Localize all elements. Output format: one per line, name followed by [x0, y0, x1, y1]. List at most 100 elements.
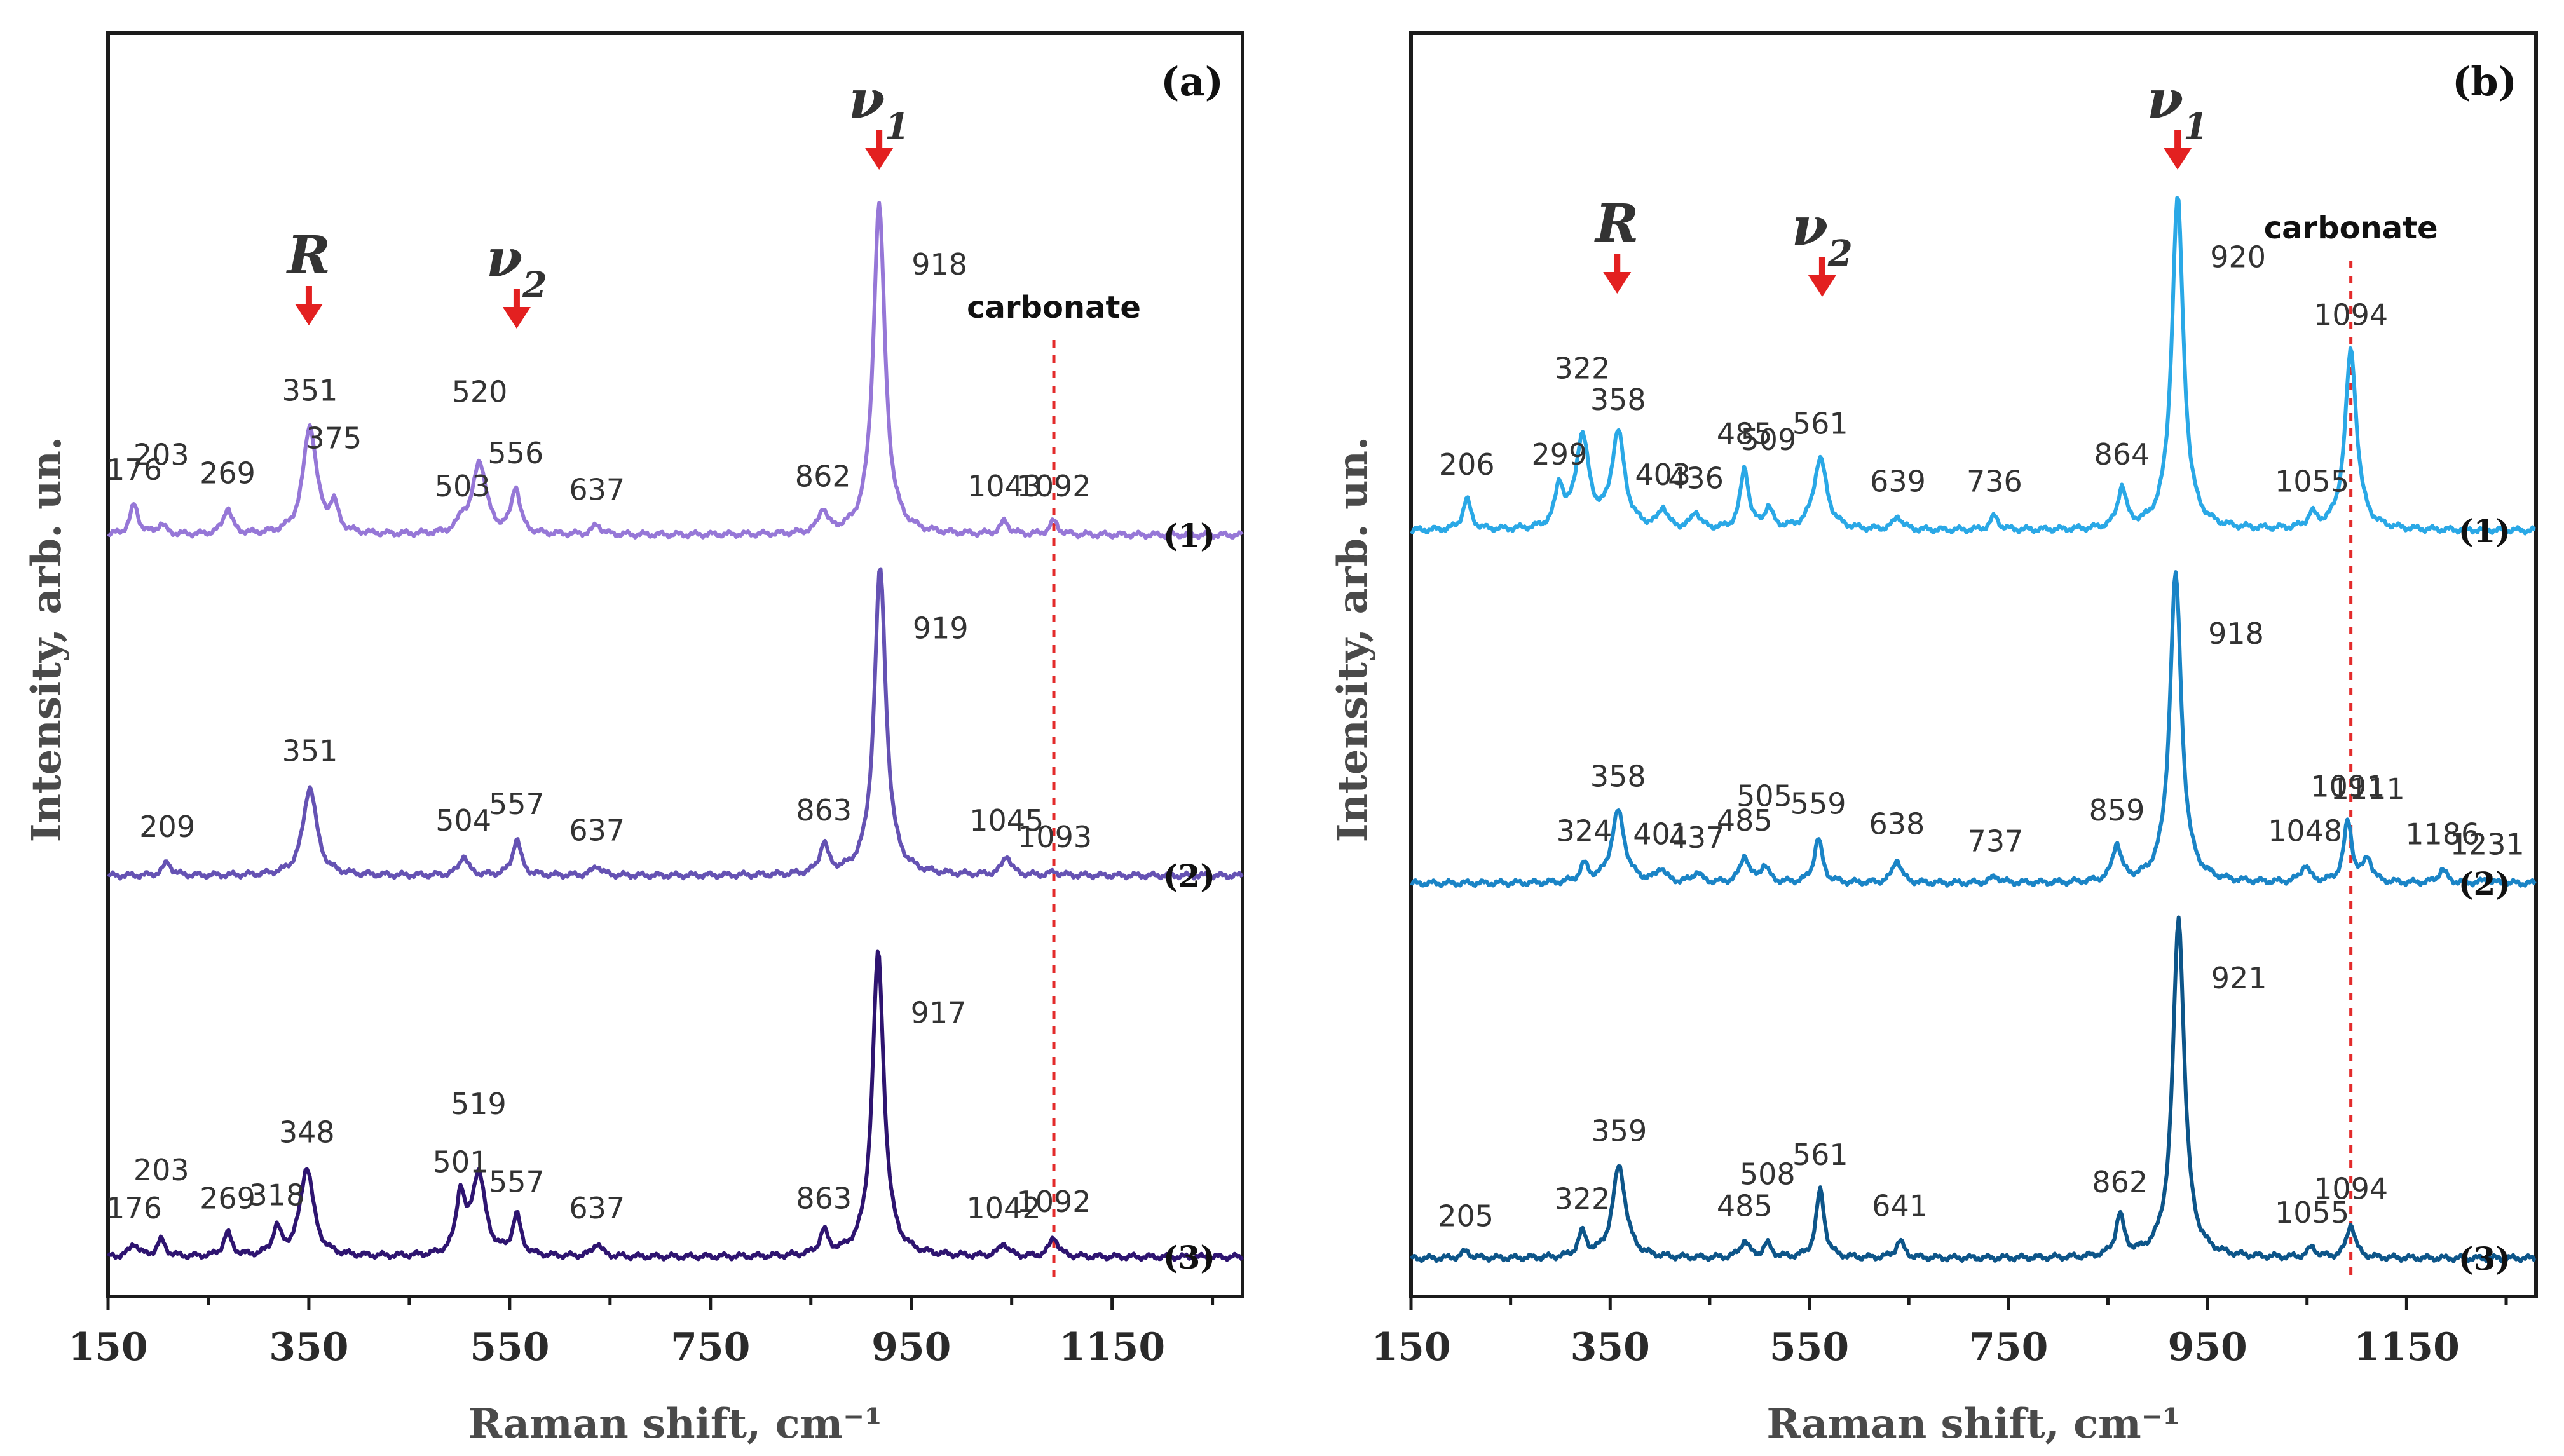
- carbonate-label: carbonate: [2264, 210, 2438, 246]
- carbonate-label: carbonate: [967, 290, 1141, 325]
- peak-label: 1042: [967, 1191, 1041, 1225]
- peak-label: 205: [1438, 1199, 1494, 1233]
- x-tick-label: 950: [871, 1325, 951, 1370]
- peak-label: 862: [2092, 1165, 2148, 1199]
- peak-label: 322: [1555, 351, 1611, 386]
- spectrum-tag: (2): [2458, 865, 2511, 902]
- peak-label: 203: [133, 1153, 189, 1187]
- peak-label: 348: [279, 1115, 335, 1150]
- peak-label: 1091: [2310, 770, 2385, 804]
- peak-label: 638: [1869, 807, 1925, 841]
- peak-label: 1055: [2275, 1195, 2349, 1230]
- x-axis-label: Raman shift, cm⁻¹: [468, 1400, 882, 1448]
- x-tick-label: 950: [2167, 1325, 2247, 1370]
- peak-label: 863: [796, 793, 852, 827]
- peak-label: 864: [2094, 437, 2150, 472]
- peak-label: 176: [106, 1191, 162, 1225]
- peak-label: 203: [133, 437, 189, 472]
- panel-b: 150 350 550 750 950 1150 Raman shift, cm⁻¹ Inte…: [1329, 31, 2538, 1448]
- peak-label: 437: [1669, 820, 1725, 855]
- spectrum-tag: (2): [1163, 857, 1215, 895]
- peak-label: 401: [1633, 817, 1689, 852]
- peak-label: 561: [1792, 407, 1848, 441]
- peak-label: 503: [435, 469, 491, 503]
- peak-label: 504: [435, 803, 491, 838]
- peak-label: 556: [488, 436, 543, 470]
- peak-label: 508: [1740, 1157, 1796, 1192]
- peak-label: 1094: [2314, 297, 2388, 332]
- peak-label: 176: [106, 452, 162, 487]
- peak-label: 639: [1870, 465, 1926, 499]
- peak-label: 299: [1531, 437, 1587, 472]
- x-tick-label: 150: [1371, 1325, 1450, 1370]
- peak-label: 917: [911, 996, 967, 1030]
- spectrum-tag: (1): [1163, 517, 1215, 554]
- red-arrow-shaft: [1818, 257, 1825, 276]
- peak-label: 918: [911, 247, 967, 282]
- red-arrow-head: [294, 304, 323, 325]
- spectrum-line-2: [1410, 570, 2537, 888]
- plot-frame: [106, 31, 1244, 1298]
- red-arrow-shaft: [513, 289, 520, 308]
- peak-label: 918: [2208, 616, 2264, 651]
- peak-label: 1092: [1016, 469, 1091, 503]
- peak-label: 1055: [2275, 465, 2349, 499]
- red-arrow-head: [502, 307, 531, 329]
- peak-label: 1094: [2314, 1172, 2388, 1206]
- peak-label: 637: [569, 813, 625, 847]
- peak-label: 637: [569, 1191, 625, 1225]
- red-arrow-shaft: [2174, 130, 2181, 149]
- peak-label: 737: [1968, 824, 2024, 858]
- red-arrow-shaft: [305, 286, 312, 305]
- peak-label: 501: [433, 1145, 489, 1179]
- red-arrow-shaft: [1614, 254, 1621, 273]
- panel-label: (a): [1161, 58, 1224, 105]
- peak-label: 322: [1555, 1182, 1611, 1216]
- peak-label: 403: [1635, 458, 1691, 492]
- peak-label: 637: [569, 472, 625, 507]
- peak-label: 1048: [2268, 813, 2342, 848]
- x-axis-label: Raman shift, cm⁻¹: [1766, 1400, 2180, 1448]
- peak-label: 485: [1717, 417, 1773, 451]
- panel-label: (b): [2452, 58, 2517, 105]
- peak-label: 269: [200, 1181, 256, 1216]
- peak-label: 1043: [967, 469, 1042, 503]
- x-tick-label: 350: [269, 1325, 348, 1370]
- red-arrow-head: [2164, 148, 2192, 170]
- peak-label: 1231: [2450, 827, 2525, 862]
- peak-label: 520: [452, 375, 508, 409]
- peak-label: 358: [1590, 759, 1646, 794]
- peak-label: 920: [2210, 240, 2266, 275]
- x-tick-label: 750: [1968, 1325, 2048, 1370]
- red-arrow-head: [1808, 275, 1836, 297]
- peak-label: 375: [306, 421, 362, 455]
- peak-label: 1093: [1018, 820, 1092, 854]
- x-tick-label: 750: [671, 1325, 750, 1370]
- peak-label: 1092: [1016, 1185, 1091, 1219]
- peak-label: 519: [451, 1087, 507, 1121]
- mode-label-R: R: [1594, 193, 1639, 254]
- peak-label: 206: [1439, 447, 1495, 482]
- x-tick-label: 550: [470, 1325, 549, 1370]
- peak-label: 485: [1717, 1188, 1773, 1223]
- peak-label: 557: [489, 787, 545, 821]
- spectrum-line-2: [107, 567, 1244, 881]
- red-arrow-shaft: [876, 130, 883, 149]
- peak-label: 209: [139, 810, 195, 844]
- peak-label: 359: [1591, 1114, 1647, 1148]
- peak-label: 269: [200, 456, 256, 490]
- y-axis-label: Intensity, arb. un.: [23, 437, 71, 843]
- peak-label: 1111: [2331, 772, 2405, 806]
- red-arrow-head: [1603, 272, 1632, 294]
- peak-label: 358: [1590, 383, 1646, 417]
- peak-label: 505: [1736, 779, 1792, 813]
- peak-label: 485: [1717, 803, 1773, 838]
- red-arrow-head: [865, 148, 894, 170]
- mode-label-R: R: [286, 225, 331, 286]
- x-tick-label: 350: [1571, 1325, 1650, 1370]
- peak-label: 862: [795, 459, 851, 494]
- peak-label: 318: [249, 1178, 304, 1212]
- plot-frame: [1409, 31, 2538, 1298]
- peak-label: 641: [1872, 1188, 1928, 1223]
